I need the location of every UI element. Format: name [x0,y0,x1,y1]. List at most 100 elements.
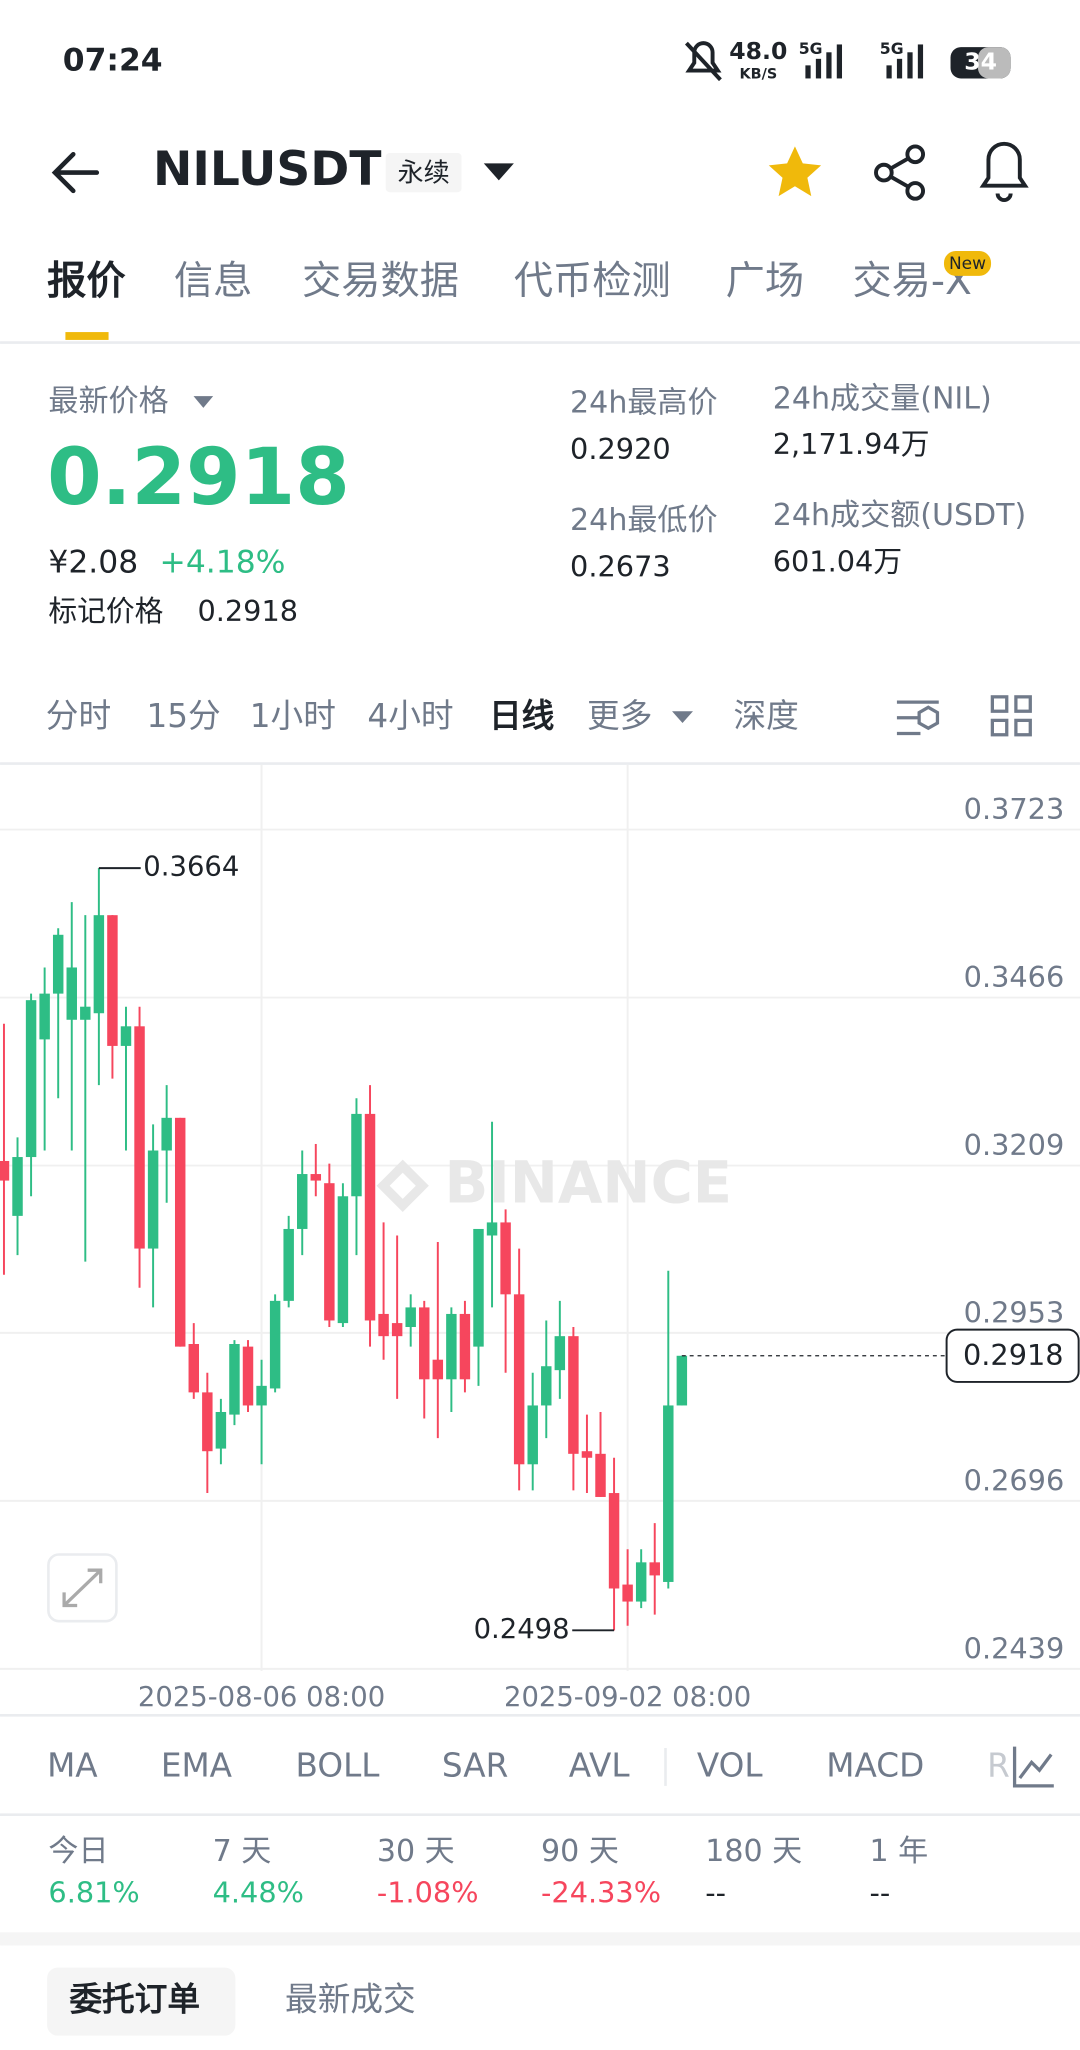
period-change: 6.81% [48,1875,139,1909]
period-label: 今日 [48,1834,108,1869]
indicator[interactable]: EMA [161,1747,233,1785]
price-dropdown[interactable] [193,396,214,408]
favorite-star[interactable] [768,146,822,197]
indicator[interactable]: BOLL [296,1747,381,1785]
y-tick-label: 0.2439 [964,1632,1065,1666]
candle-body [405,1307,416,1328]
y-tick-label: 0.2696 [964,1464,1065,1498]
candle-body [337,1196,349,1324]
candle-body [283,1228,294,1301]
bottom-tab[interactable]: 委托订单 [69,1981,200,2019]
battery-level: 34 [964,47,997,75]
stat-value: 601.04万 [773,544,902,578]
interval[interactable]: 深度 [733,697,798,735]
new-badge-text: New [949,254,986,274]
candle-body [486,1222,498,1236]
price-label: 最新价格 [48,384,168,419]
tab[interactable]: 报价 [47,259,126,304]
max-annotation: 0.3664 [143,852,239,883]
indicator[interactable]: MA [47,1747,98,1785]
candle-body [297,1174,308,1229]
stat-label: 24h成交量(NIL) [773,382,992,417]
signal-label: 5G [799,39,823,58]
stats: 24h最高价 0.2920 24h成交量(NIL) 2,171.94万 24h最低价 0.… [570,382,1026,584]
candle-body [256,1385,267,1406]
signal-label: 5G [880,39,904,58]
candle-body [66,967,77,1020]
candle-body [215,1411,227,1449]
candle-body [161,1117,172,1151]
mute-icon [684,41,722,82]
indicator[interactable]: MACD [826,1747,924,1785]
tab-indicator [65,332,109,340]
watermark [376,1159,429,1212]
watermark-text: BINANCE [445,1150,733,1217]
indicator-settings[interactable] [1012,1746,1054,1788]
candle-body [93,915,105,1014]
candle-body [649,1562,660,1576]
last-price-tag: 0.2918 [963,1338,1064,1372]
y-tick-label: 0.3209 [964,1128,1065,1162]
indicator[interactable]: AVL [569,1747,631,1785]
candle-body [500,1222,511,1295]
candle-body [174,1117,186,1347]
period-change: -- [705,1875,726,1909]
symbol-dropdown[interactable] [483,163,514,181]
chart-settings[interactable] [896,700,940,736]
candle-body [107,915,118,1046]
candle-body [581,1451,593,1458]
interval[interactable]: 4小时 [367,697,453,735]
bottom-tab[interactable]: 最新成交 [285,1981,416,2019]
back-button[interactable] [51,151,100,194]
interval-bar: 分时 15分 1小时 4小时 日线 更多 深度 [46,697,799,735]
candle-body [622,1584,633,1602]
tab[interactable]: 代币检测 [514,259,671,304]
candle-body [608,1493,620,1589]
candle-body [459,1313,471,1380]
y-tick-label: 0.3466 [964,960,1065,994]
candle-body [391,1323,403,1337]
stat-label: 24h最低价 [570,503,718,538]
candle-body [120,1026,132,1046]
cny-price: ¥2.08 [48,544,138,580]
indicator-bar: MAEMABOLLSARAVLVOLMACDR [47,1747,1010,1785]
candle-body [310,1174,322,1181]
candle-body [229,1344,240,1415]
candle-body [595,1453,606,1497]
layout-button[interactable] [990,695,1032,737]
candle-body [242,1346,254,1406]
candle-body [351,1113,362,1197]
tab[interactable]: 信息 [174,259,252,304]
candle-body [80,1006,91,1020]
interval[interactable]: 分时 [46,697,111,735]
x-tick-label: 2025-08-06 08:00 [138,1682,385,1713]
symbol[interactable]: NILUSDT [153,142,381,197]
tab[interactable]: 交易数据 [302,259,459,304]
candle-body [473,1228,484,1347]
last-price-box [945,1328,1080,1383]
candle-body [52,934,64,994]
mark-price: 0.2918 [197,594,298,628]
performance: 今日 6.81% 7 天 4.48% 30 天 -1.08% 90 天 -24.33% 180 … [48,1834,928,1909]
share-button[interactable] [874,144,926,201]
candle-body [25,1000,37,1158]
stat-label: 24h最高价 [570,385,718,420]
interval[interactable]: 1小时 [250,697,336,735]
interval[interactable]: 日线 [489,697,555,735]
net-unit: KB/S [739,67,777,83]
tab[interactable]: 广场 [726,259,804,304]
interval[interactable]: 更多 [587,697,652,735]
stat-value: 0.2673 [570,550,671,584]
interval[interactable]: 15分 [146,697,220,735]
mark-label: 标记价格 [48,594,163,628]
alert-bell[interactable] [979,141,1029,202]
expand-icon [62,1568,103,1608]
more-dropdown[interactable] [672,711,693,723]
indicator[interactable]: VOL [697,1747,763,1785]
tab-bar: 报价 信息 交易数据 代币检测 广场 交易-X [47,259,972,304]
candle-body [12,1157,23,1216]
indicator[interactable]: SAR [442,1747,508,1785]
min-annotation: 0.2498 [474,1614,570,1645]
candle-body [446,1313,457,1380]
